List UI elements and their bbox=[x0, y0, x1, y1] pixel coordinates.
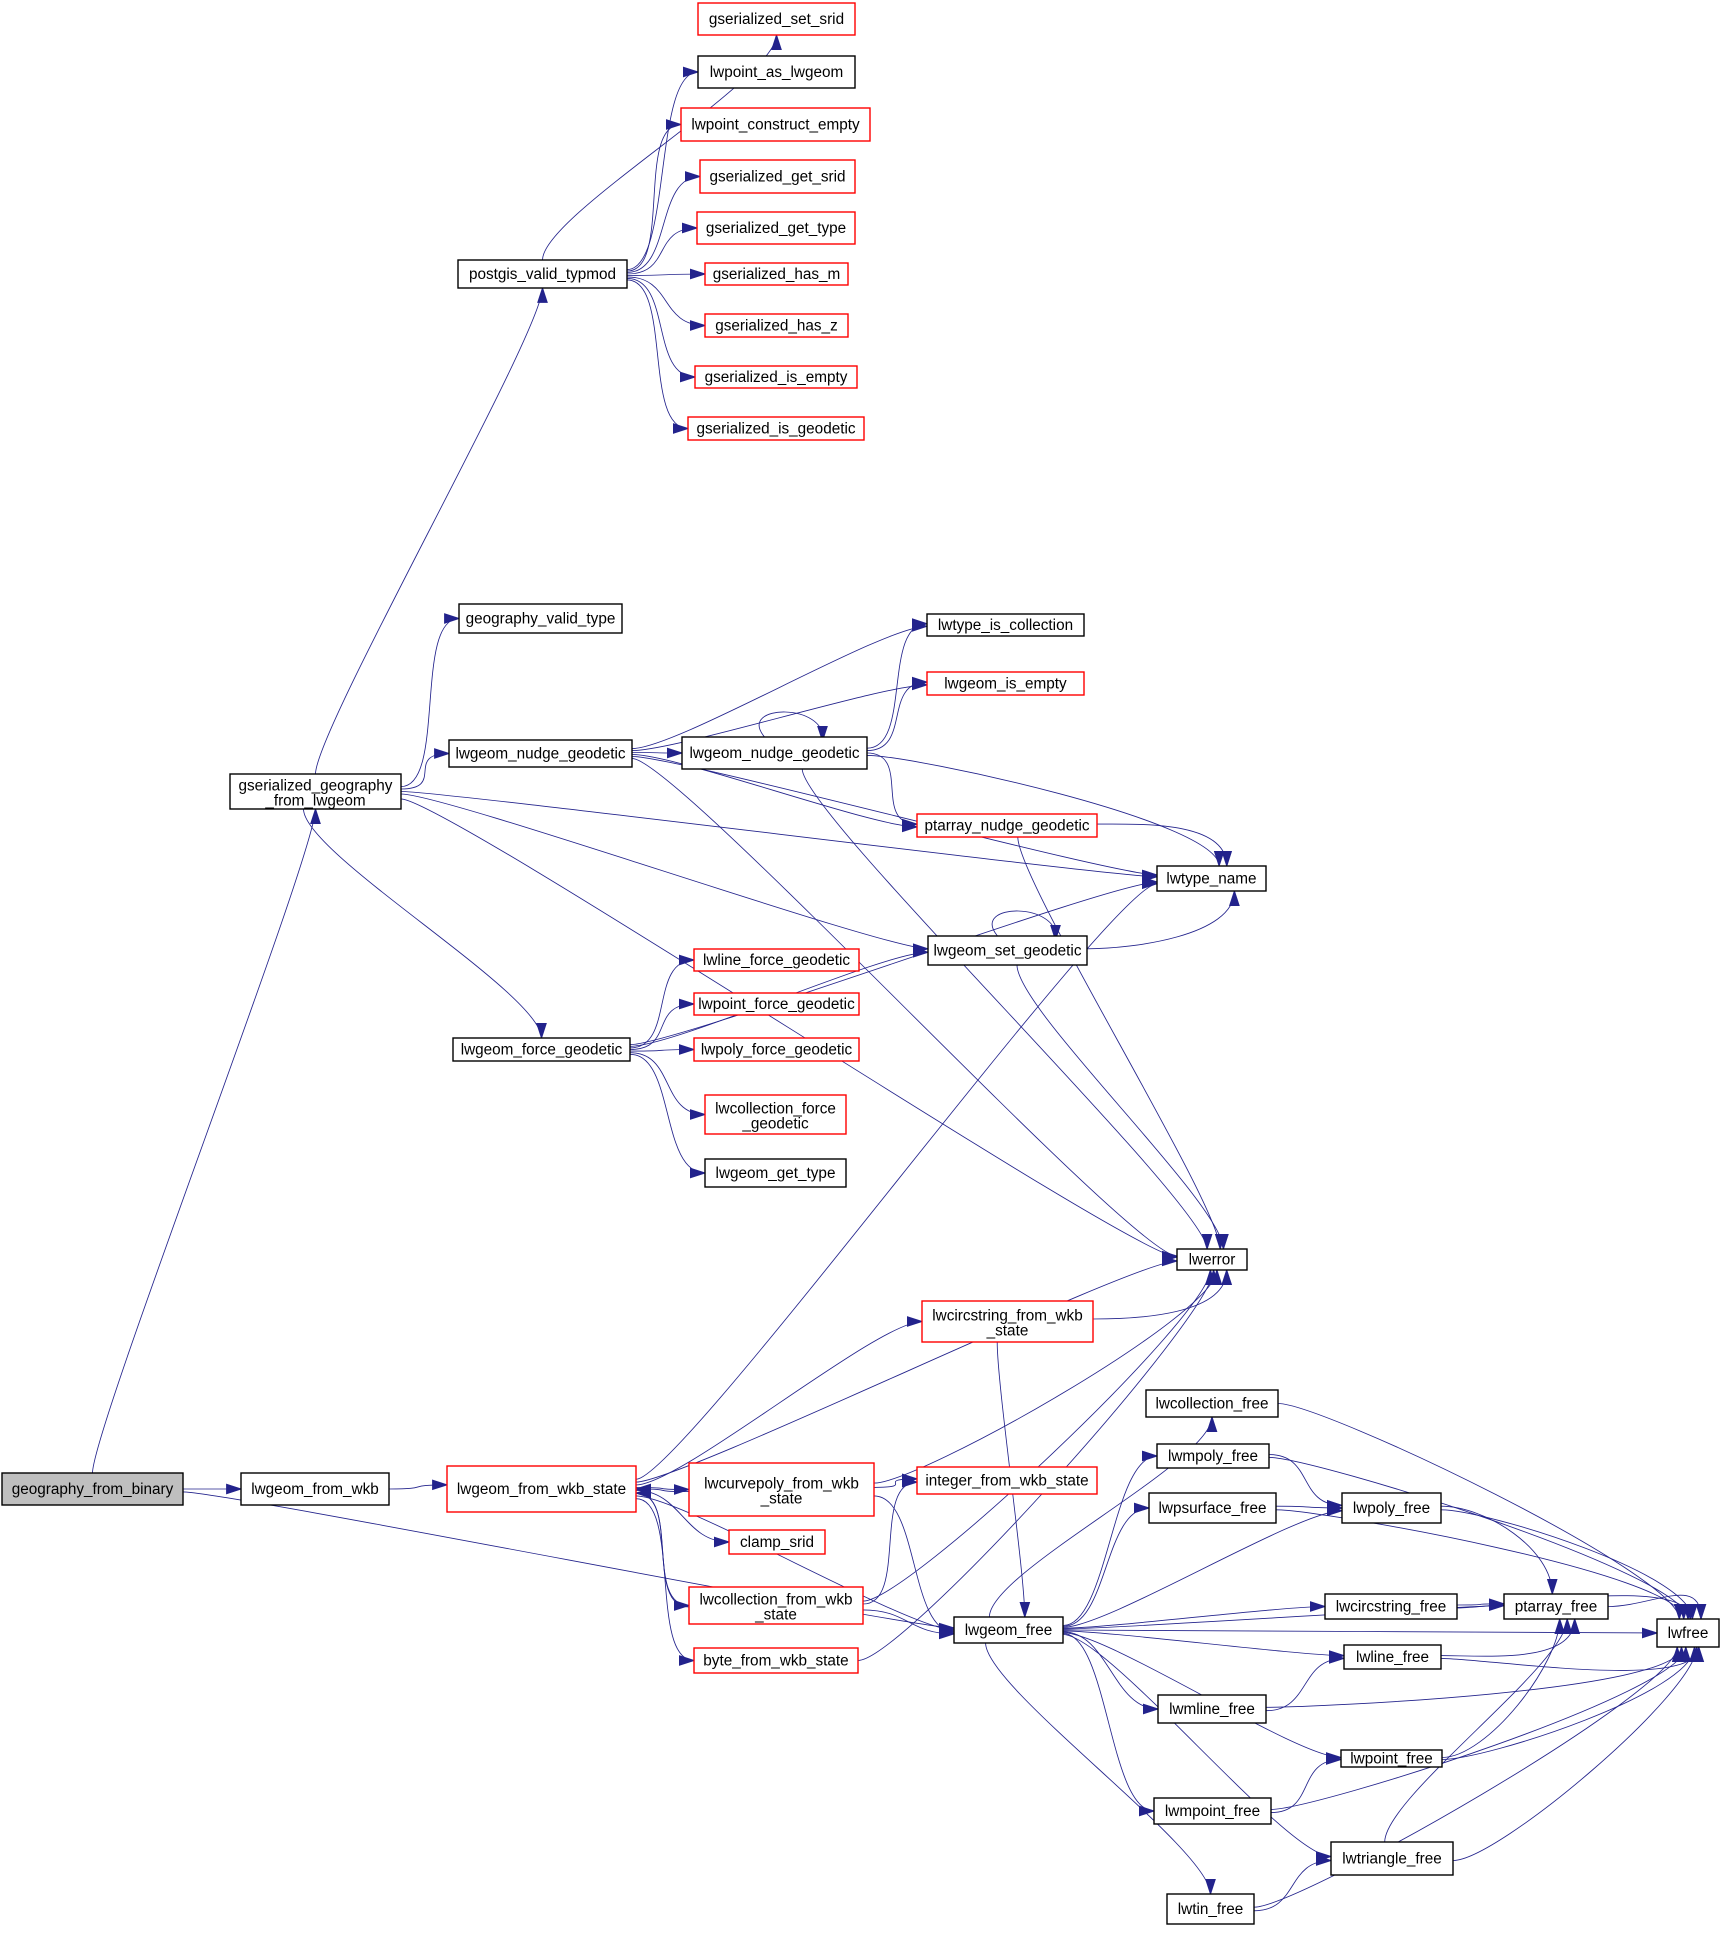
svg-text:gserialized_has_m: gserialized_has_m bbox=[713, 266, 841, 283]
svg-text:lwtype_is_collection: lwtype_is_collection bbox=[938, 617, 1073, 634]
svg-text:lwgeom_free: lwgeom_free bbox=[965, 1622, 1053, 1639]
svg-text:_state: _state bbox=[754, 1607, 797, 1624]
svg-text:lwgeom_from_wkb_state: lwgeom_from_wkb_state bbox=[457, 1481, 626, 1498]
svg-text:ptarray_nudge_geodetic: ptarray_nudge_geodetic bbox=[925, 818, 1090, 835]
svg-text:byte_from_wkb_state: byte_from_wkb_state bbox=[703, 1653, 848, 1670]
svg-text:lwpoint_free: lwpoint_free bbox=[1350, 1751, 1432, 1768]
svg-text:lwmline_free: lwmline_free bbox=[1169, 1701, 1255, 1718]
svg-text:gserialized_is_geodetic: gserialized_is_geodetic bbox=[696, 421, 855, 438]
svg-text:geography_valid_type: geography_valid_type bbox=[466, 611, 616, 628]
svg-text:lwline_force_geodetic: lwline_force_geodetic bbox=[703, 952, 850, 969]
svg-text:lwtype_name: lwtype_name bbox=[1166, 871, 1256, 888]
svg-text:lwtriangle_free: lwtriangle_free bbox=[1342, 1851, 1441, 1868]
svg-text:lwcircstring_free: lwcircstring_free bbox=[1336, 1599, 1447, 1616]
svg-text:lwline_free: lwline_free bbox=[1356, 1649, 1429, 1666]
svg-text:_from_lwgeom: _from_lwgeom bbox=[264, 793, 365, 810]
svg-text:lwfree: lwfree bbox=[1668, 1625, 1709, 1642]
svg-text:lwmpoly_free: lwmpoly_free bbox=[1168, 1448, 1258, 1465]
svg-text:gserialized_get_srid: gserialized_get_srid bbox=[709, 169, 845, 186]
svg-text:lwpoint_force_geodetic: lwpoint_force_geodetic bbox=[698, 996, 855, 1013]
svg-text:lwpoly_force_geodetic: lwpoly_force_geodetic bbox=[701, 1042, 853, 1059]
svg-text:lwtin_free: lwtin_free bbox=[1178, 1901, 1243, 1918]
svg-text:gserialized_is_empty: gserialized_is_empty bbox=[705, 369, 848, 386]
svg-text:gserialized_get_type: gserialized_get_type bbox=[706, 220, 846, 237]
svg-text:gserialized_has_z: gserialized_has_z bbox=[715, 318, 837, 335]
svg-text:lwgeom_force_geodetic: lwgeom_force_geodetic bbox=[461, 1042, 623, 1059]
svg-text:_state: _state bbox=[986, 1323, 1029, 1340]
svg-text:lwgeom_get_type: lwgeom_get_type bbox=[716, 1165, 836, 1182]
svg-text:clamp_srid: clamp_srid bbox=[740, 1534, 814, 1551]
svg-text:_geodetic: _geodetic bbox=[741, 1116, 809, 1133]
svg-text:lwgeom_from_wkb: lwgeom_from_wkb bbox=[251, 1481, 379, 1498]
svg-text:gserialized_set_srid: gserialized_set_srid bbox=[709, 11, 844, 28]
svg-text:postgis_valid_typmod: postgis_valid_typmod bbox=[469, 266, 616, 283]
svg-text:integer_from_wkb_state: integer_from_wkb_state bbox=[925, 1473, 1088, 1490]
svg-text:_state: _state bbox=[760, 1491, 803, 1508]
svg-text:lwerror: lwerror bbox=[1189, 1252, 1236, 1269]
svg-text:lwpsurface_free: lwpsurface_free bbox=[1159, 1500, 1267, 1517]
svg-text:lwpoint_as_lwgeom: lwpoint_as_lwgeom bbox=[710, 64, 844, 81]
svg-text:lwgeom_is_empty: lwgeom_is_empty bbox=[944, 676, 1067, 693]
svg-text:lwgeom_nudge_geodetic: lwgeom_nudge_geodetic bbox=[689, 745, 859, 762]
svg-text:ptarray_free: ptarray_free bbox=[1515, 1599, 1597, 1616]
svg-text:lwpoly_free: lwpoly_free bbox=[1353, 1500, 1430, 1517]
svg-text:lwgeom_nudge_geodetic: lwgeom_nudge_geodetic bbox=[455, 746, 625, 763]
svg-text:lwgeom_set_geodetic: lwgeom_set_geodetic bbox=[934, 943, 1082, 960]
svg-text:lwpoint_construct_empty: lwpoint_construct_empty bbox=[691, 117, 860, 134]
svg-text:lwcollection_free: lwcollection_free bbox=[1155, 1396, 1268, 1413]
svg-text:lwmpoint_free: lwmpoint_free bbox=[1165, 1803, 1260, 1820]
svg-text:geography_from_binary: geography_from_binary bbox=[12, 1481, 174, 1498]
